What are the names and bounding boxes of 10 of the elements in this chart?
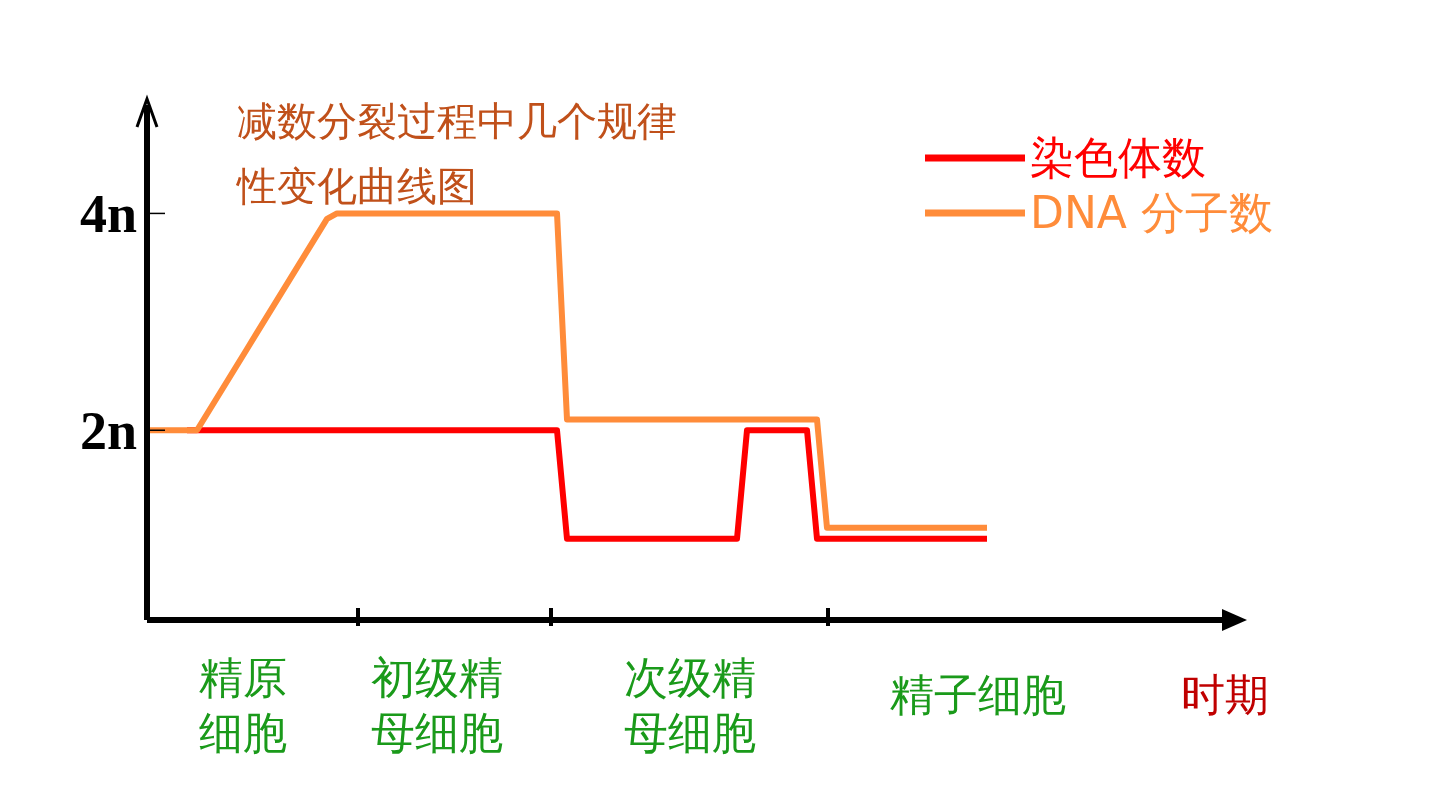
legend-label: DNA 分子数 [1030, 187, 1273, 239]
y-tick-label: 2n [79, 401, 137, 462]
text: 初级精母细胞 [371, 652, 503, 758]
legend-label: 染色体数 [1030, 132, 1206, 184]
text: 精子细胞 [890, 669, 1066, 720]
text: 次级精母细胞 [624, 652, 756, 758]
y-tick-label: 4n [79, 184, 137, 245]
text: 减数分裂过程中几个规律性变化曲线图 [235, 98, 677, 209]
text: 精原细胞 [199, 652, 287, 758]
x-axis-title: 时期 [1181, 669, 1269, 720]
